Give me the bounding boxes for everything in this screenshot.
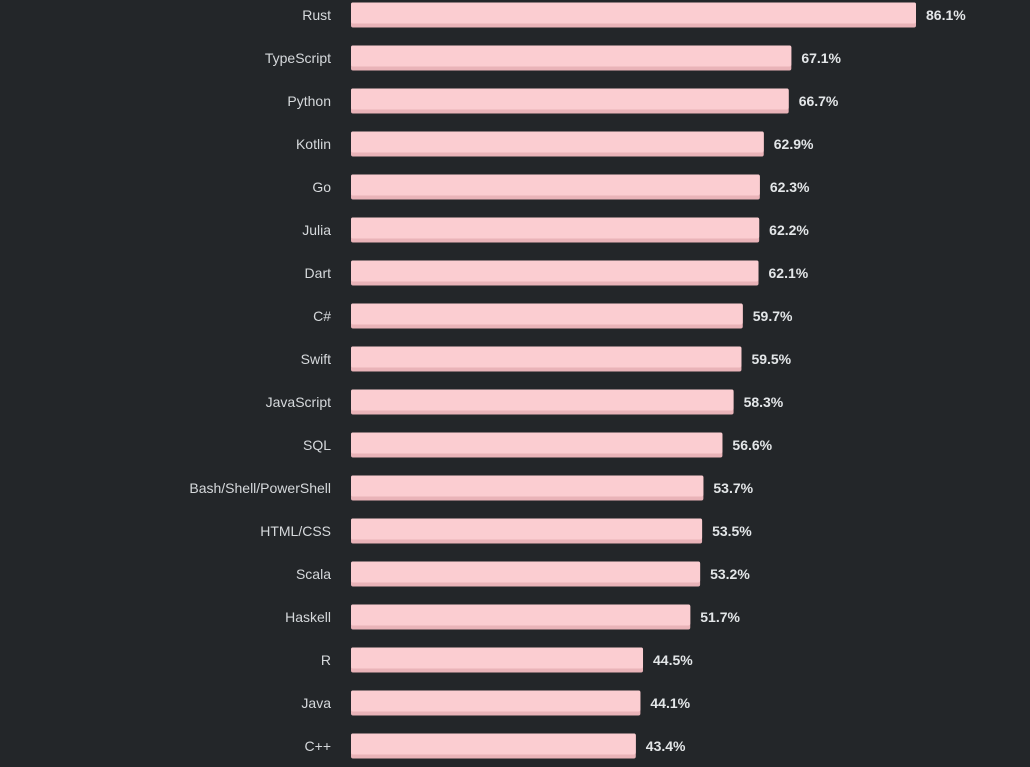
- value-label: 44.1%: [650, 695, 690, 711]
- bar-row-swift: Swift 59.5%: [301, 346, 792, 372]
- category-label: Rust: [302, 7, 331, 23]
- value-label: 66.7%: [799, 93, 839, 109]
- bar-row-c: C# 59.7%: [313, 303, 793, 329]
- value-label: 62.1%: [769, 265, 809, 281]
- value-label: 86.1%: [926, 7, 966, 23]
- value-label: 58.3%: [744, 394, 784, 410]
- value-label: 62.9%: [774, 136, 814, 152]
- bar-row-rust: Rust 86.1%: [302, 2, 966, 28]
- value-label: 62.2%: [769, 222, 809, 238]
- bar-row-julia: Julia 62.2%: [302, 217, 809, 243]
- bar-row-javascript: JavaScript 58.3%: [266, 389, 784, 415]
- bar-python[interactable]: [351, 88, 789, 110]
- bar-row-sql: SQL 56.6%: [303, 432, 773, 458]
- bar-kotlin[interactable]: [351, 131, 764, 153]
- value-label: 59.5%: [751, 351, 791, 367]
- bar-row-kotlin: Kotlin 62.9%: [296, 131, 814, 157]
- bar-row-c: C++ 43.4%: [305, 733, 686, 759]
- value-label: 53.7%: [713, 480, 753, 496]
- bar-row-bash-shell-powershell: Bash/Shell/PowerShell 53.7%: [189, 475, 754, 501]
- bar-row-r: R 44.5%: [321, 647, 693, 673]
- category-label: C++: [305, 738, 331, 754]
- category-label: SQL: [303, 437, 331, 453]
- bar-row-java: Java 44.1%: [301, 690, 691, 716]
- category-label: JavaScript: [266, 394, 331, 410]
- bar-typescript[interactable]: [351, 45, 792, 67]
- category-label: R: [321, 652, 331, 668]
- bar-bash-shell-powershell[interactable]: [351, 475, 704, 497]
- category-label: Julia: [302, 222, 331, 238]
- bar-row-typescript: TypeScript 67.1%: [265, 45, 842, 71]
- category-label: Bash/Shell/PowerShell: [189, 480, 331, 496]
- value-label: 43.4%: [646, 738, 686, 754]
- category-label: Python: [287, 93, 331, 109]
- value-label: 53.5%: [712, 523, 752, 539]
- category-label: HTML/CSS: [260, 523, 331, 539]
- bar-row-html-css: HTML/CSS 53.5%: [260, 518, 752, 544]
- bar-go[interactable]: [351, 174, 760, 196]
- bar-row-dart: Dart 62.1%: [305, 260, 809, 286]
- category-label: Go: [312, 179, 331, 195]
- category-label: Kotlin: [296, 136, 331, 152]
- bar-sql[interactable]: [351, 432, 723, 454]
- category-label: TypeScript: [265, 50, 331, 66]
- value-label: 44.5%: [653, 652, 693, 668]
- bar-c[interactable]: [351, 303, 743, 325]
- value-label: 56.6%: [732, 437, 772, 453]
- category-label: Scala: [296, 566, 331, 582]
- category-label: Haskell: [285, 609, 331, 625]
- bar-dart[interactable]: [351, 260, 759, 282]
- bar-scala[interactable]: [351, 561, 701, 583]
- value-label: 67.1%: [801, 50, 841, 66]
- bar-html-css[interactable]: [351, 518, 703, 540]
- bar-row-python: Python 66.7%: [287, 88, 839, 114]
- category-label: Dart: [305, 265, 332, 281]
- bar-row-haskell: Haskell 51.7%: [285, 604, 741, 630]
- value-label: 62.3%: [770, 179, 810, 195]
- bar-haskell[interactable]: [351, 604, 691, 626]
- bar-r[interactable]: [351, 647, 644, 669]
- bar-javascript[interactable]: [351, 389, 734, 411]
- value-label: 51.7%: [700, 609, 740, 625]
- bars-group: Rust 86.1% TypeScript 67.1% Python 66.7% Kotli…: [189, 2, 966, 759]
- bar-row-scala: Scala 53.2%: [296, 561, 750, 587]
- bar-c[interactable]: [351, 733, 636, 755]
- bar-julia[interactable]: [351, 217, 760, 239]
- bar-java[interactable]: [351, 690, 641, 712]
- category-label: Java: [301, 695, 331, 711]
- bar-row-go: Go 62.3%: [312, 174, 810, 200]
- value-label: 53.2%: [710, 566, 750, 582]
- bar-swift[interactable]: [351, 346, 742, 368]
- category-label: Swift: [301, 351, 331, 367]
- bar-rust[interactable]: [351, 2, 916, 24]
- value-label: 59.7%: [753, 308, 793, 324]
- category-label: C#: [313, 308, 331, 324]
